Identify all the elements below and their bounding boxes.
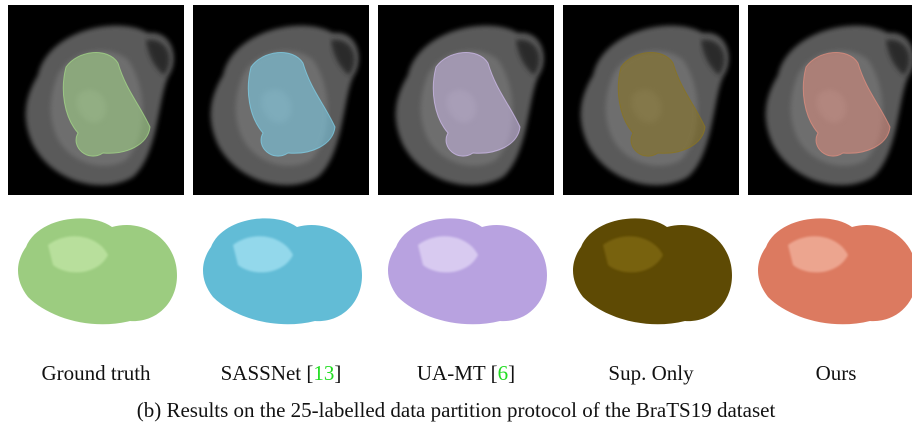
panel-1 [8, 5, 184, 195]
citation[interactable]: 13 [313, 361, 334, 385]
panel-3 [378, 5, 554, 195]
render-2 [203, 218, 362, 324]
panel-label: UA-MT [6] [417, 361, 515, 385]
render-5 [758, 218, 912, 324]
label-text: SASSNet [ [221, 361, 314, 385]
panel-label: Sup. Only [608, 361, 694, 385]
figure: (b) Results on the 25-labelled data part… [0, 0, 912, 429]
citation[interactable]: 6 [498, 361, 509, 385]
panel-label: Ours [816, 361, 857, 385]
page: {"panels": [ {"label": ["Ground truth"]}… [0, 0, 912, 429]
label-text: Ground truth [41, 361, 151, 385]
panel-label: Ground truth [41, 361, 151, 385]
render-4 [573, 218, 732, 324]
render-3 [388, 218, 547, 324]
label-text: ] [334, 361, 341, 385]
label-text: Sup. Only [608, 361, 694, 385]
panel-label: SASSNet [13] [221, 361, 342, 385]
label-text: ] [508, 361, 515, 385]
panel-4 [563, 5, 739, 195]
label-text: UA-MT [ [417, 361, 498, 385]
render-1 [18, 218, 177, 324]
label-text: Ours [816, 361, 857, 385]
panel-2 [193, 5, 369, 195]
panel-5 [748, 5, 912, 195]
caption: (b) Results on the 25-labelled data part… [137, 398, 776, 422]
